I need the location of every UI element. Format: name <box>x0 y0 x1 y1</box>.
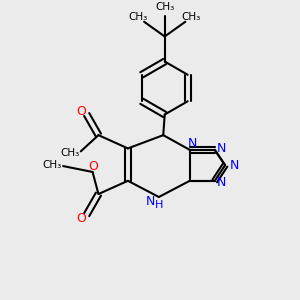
Text: N: N <box>217 176 226 189</box>
Text: O: O <box>88 160 98 172</box>
Text: N: N <box>229 159 239 172</box>
Text: CH₃: CH₃ <box>182 12 201 22</box>
Text: CH₃: CH₃ <box>61 148 80 158</box>
Text: O: O <box>76 105 86 118</box>
Text: N: N <box>188 137 197 151</box>
Text: CH₃: CH₃ <box>42 160 62 170</box>
Text: N: N <box>217 142 226 155</box>
Text: O: O <box>76 212 86 225</box>
Text: N: N <box>145 195 155 208</box>
Text: CH₃: CH₃ <box>155 2 174 12</box>
Text: H: H <box>154 200 163 210</box>
Text: CH₃: CH₃ <box>129 12 148 22</box>
